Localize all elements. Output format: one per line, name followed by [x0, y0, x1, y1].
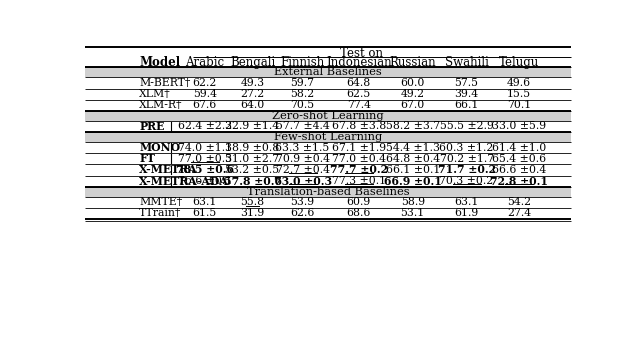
Text: 67.6: 67.6 — [193, 100, 217, 110]
Text: 64.0: 64.0 — [241, 100, 265, 110]
Text: 49.3: 49.3 — [241, 78, 264, 88]
Text: Finnish: Finnish — [280, 56, 324, 69]
Text: Indonesian: Indonesian — [326, 56, 392, 69]
Text: 78.5 ±0.6: 78.5 ±0.6 — [176, 164, 234, 176]
Text: 55.8: 55.8 — [241, 197, 264, 207]
Text: Zero-shot Learning: Zero-shot Learning — [272, 111, 384, 121]
Text: 77.7 ±0.2: 77.7 ±0.2 — [330, 164, 388, 176]
Text: 64.8 ±0.4: 64.8 ±0.4 — [386, 154, 440, 164]
Text: 27.2: 27.2 — [241, 89, 265, 99]
Text: 65.4 ±0.6: 65.4 ±0.6 — [492, 154, 546, 164]
Bar — [84, 111, 572, 121]
Text: 33.0 ±5.9: 33.0 ±5.9 — [492, 121, 546, 131]
Text: Bengali: Bengali — [230, 56, 275, 69]
Text: 39.4: 39.4 — [454, 89, 479, 99]
Text: 70.9 ±0.4: 70.9 ±0.4 — [276, 154, 330, 164]
Text: 59.4: 59.4 — [193, 89, 217, 99]
Text: 66.6 ±0.4: 66.6 ±0.4 — [492, 165, 546, 175]
Text: 66.1: 66.1 — [454, 100, 479, 110]
Text: 51.0 ±2.7: 51.0 ±2.7 — [225, 154, 280, 164]
Text: 38.9 ±0.8: 38.9 ±0.8 — [225, 143, 280, 153]
Text: Telugu: Telugu — [499, 56, 539, 69]
Text: 15.5: 15.5 — [507, 89, 531, 99]
Text: TTrain†: TTrain† — [140, 209, 182, 219]
Text: 73.0 ±0.3: 73.0 ±0.3 — [273, 176, 332, 187]
Text: 53.2 ±0.5: 53.2 ±0.5 — [225, 165, 280, 175]
Text: 58.2: 58.2 — [291, 89, 315, 99]
Text: 67.8 ±3.8: 67.8 ±3.8 — [332, 121, 386, 131]
Text: Swahili: Swahili — [445, 56, 488, 69]
Text: 55.5 ±2.9: 55.5 ±2.9 — [440, 121, 493, 131]
Text: FT: FT — [140, 153, 156, 164]
Text: 74.0 ±1.1: 74.0 ±1.1 — [178, 143, 232, 153]
Text: XLM-R†: XLM-R† — [140, 100, 183, 110]
Text: 57.8 ±0.6: 57.8 ±0.6 — [223, 176, 282, 187]
Text: 77.0 ±0.4: 77.0 ±0.4 — [332, 154, 386, 164]
Text: 31.9: 31.9 — [241, 209, 265, 219]
Text: Few-shot Learning: Few-shot Learning — [274, 132, 382, 142]
Text: External Baselines: External Baselines — [274, 67, 382, 77]
Text: 66.9 ±0.1: 66.9 ±0.1 — [384, 176, 442, 187]
Text: 72.8 ±0.1: 72.8 ±0.1 — [490, 176, 548, 187]
Text: 54.4 ±1.3: 54.4 ±1.3 — [386, 143, 440, 153]
Text: 57.5: 57.5 — [454, 78, 479, 88]
Text: XLM†: XLM† — [140, 89, 171, 99]
Text: 77.3 ±0.1: 77.3 ±0.1 — [332, 176, 386, 186]
Text: 70.1: 70.1 — [507, 100, 531, 110]
Text: M-BERT†: M-BERT† — [140, 78, 191, 88]
Bar — [84, 187, 572, 197]
Text: 54.2: 54.2 — [507, 197, 531, 207]
Text: Model: Model — [140, 56, 180, 69]
Text: 58.2 ±3.7: 58.2 ±3.7 — [386, 121, 440, 131]
Text: 58.9: 58.9 — [401, 197, 425, 207]
Text: 27.4: 27.4 — [507, 209, 531, 219]
Text: 60.0: 60.0 — [401, 78, 425, 88]
Text: 53.9: 53.9 — [291, 197, 315, 207]
Text: MONO: MONO — [140, 142, 180, 153]
Text: 64.8: 64.8 — [347, 78, 371, 88]
Text: Russian: Russian — [389, 56, 436, 69]
Text: 70.5: 70.5 — [291, 100, 315, 110]
Bar — [84, 67, 572, 77]
Text: 57.7 ±4.4: 57.7 ±4.4 — [276, 121, 330, 131]
Text: 62.4 ±2.2: 62.4 ±2.2 — [178, 121, 232, 131]
Text: 59.7: 59.7 — [291, 78, 315, 88]
Text: 62.2: 62.2 — [193, 78, 217, 88]
Text: 62.6: 62.6 — [291, 209, 315, 219]
Text: 66.1 ±0.1: 66.1 ±0.1 — [385, 165, 440, 175]
Text: Arabic: Arabic — [185, 56, 225, 69]
Text: 32.9 ±1.4: 32.9 ±1.4 — [225, 121, 280, 131]
Text: 76.6 ±0.1: 76.6 ±0.1 — [178, 176, 232, 186]
Text: 61.5: 61.5 — [193, 209, 217, 219]
Text: 49.6: 49.6 — [507, 78, 531, 88]
Text: 49.2: 49.2 — [401, 89, 425, 99]
Text: PRE: PRE — [140, 121, 164, 132]
Text: 70.2 ±1.7: 70.2 ±1.7 — [440, 154, 493, 164]
Text: 67.1 ±1.9: 67.1 ±1.9 — [332, 143, 386, 153]
Text: 72.7 ±0.4: 72.7 ±0.4 — [276, 165, 330, 175]
Text: Translation-based Baselines: Translation-based Baselines — [246, 187, 410, 197]
Text: 68.6: 68.6 — [347, 209, 371, 219]
Text: 70.3 ±0.2: 70.3 ±0.2 — [440, 176, 493, 186]
Text: 61.4 ±1.0: 61.4 ±1.0 — [492, 143, 546, 153]
Text: 62.5: 62.5 — [347, 89, 371, 99]
Text: X-METRA: X-METRA — [140, 164, 198, 176]
Text: Test on: Test on — [340, 47, 383, 60]
Text: 77.4: 77.4 — [347, 100, 371, 110]
Text: X-METRA-ADA: X-METRA-ADA — [140, 176, 229, 187]
Text: MMTE†: MMTE† — [140, 197, 182, 207]
Text: 60.3 ±1.2: 60.3 ±1.2 — [440, 143, 494, 153]
Text: 67.0: 67.0 — [401, 100, 425, 110]
Text: 77.0 ±0.3: 77.0 ±0.3 — [178, 154, 232, 164]
Text: 63.1: 63.1 — [193, 197, 217, 207]
Text: 60.9: 60.9 — [347, 197, 371, 207]
Bar — [84, 132, 572, 142]
Text: 71.7 ±0.2: 71.7 ±0.2 — [438, 164, 495, 176]
Text: 53.1: 53.1 — [401, 209, 425, 219]
Text: 61.9: 61.9 — [454, 209, 479, 219]
Text: 63.3 ±1.5: 63.3 ±1.5 — [275, 143, 330, 153]
Text: 63.1: 63.1 — [454, 197, 479, 207]
